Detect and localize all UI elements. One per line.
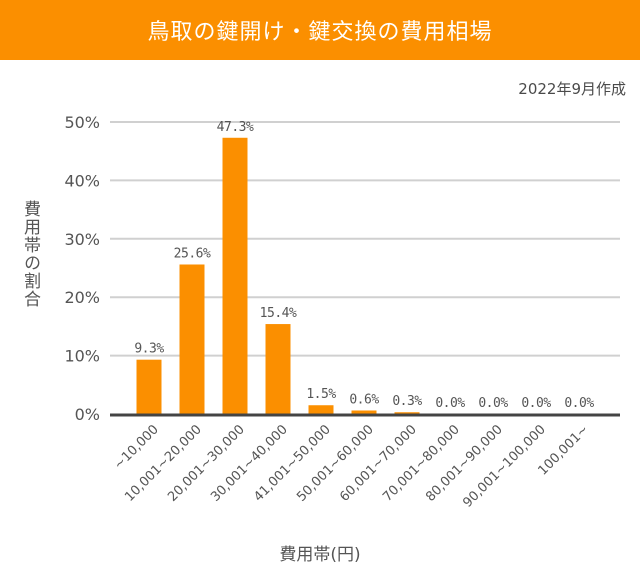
data-label: 1.5%: [306, 387, 336, 402]
x-tick-label: 41,001~50,000: [251, 422, 334, 505]
bar: [222, 137, 248, 414]
x-tick-label: 80,001~90,000: [423, 422, 506, 505]
data-label: 0.0%: [478, 396, 508, 411]
bar: [308, 405, 334, 414]
x-tick-label: 30,001~40,000: [208, 422, 291, 505]
data-label: 0.6%: [349, 392, 379, 407]
data-label: 0.0%: [521, 396, 551, 411]
y-tick-label: 30%: [64, 230, 100, 249]
x-tick-label: 50,001~60,000: [294, 422, 377, 505]
data-label: 47.3%: [217, 120, 254, 135]
data-label: 9.3%: [134, 342, 164, 357]
chart-title: 鳥取の鍵開け・鍵交換の費用相場: [0, 0, 640, 60]
y-tick-label: 10%: [64, 347, 100, 366]
y-tick-label: 50%: [64, 113, 100, 132]
date-note: 2022年9月作成: [518, 80, 626, 98]
data-label: 0.3%: [392, 394, 422, 409]
data-label: 25.6%: [174, 246, 211, 261]
y-axis-label: 費用帯の割合: [20, 200, 40, 308]
data-label: 0.0%: [435, 396, 465, 411]
x-tick-label: 60,001~70,000: [337, 422, 420, 505]
x-tick-label: 90,001~100,000: [460, 422, 548, 510]
bar: [351, 410, 377, 414]
x-tick-label: 70,001~80,000: [380, 422, 463, 505]
bar: [136, 359, 162, 414]
bar: [394, 412, 420, 414]
bar: [265, 324, 291, 414]
y-tick-label: 0%: [75, 405, 100, 424]
y-tick-label: 40%: [64, 171, 100, 190]
x-tick-label: 20,001~30,000: [165, 422, 248, 505]
y-tick-label: 20%: [64, 288, 100, 307]
data-label: 15.4%: [260, 306, 297, 321]
x-tick-label: 10,001~20,000: [122, 422, 205, 505]
bar: [179, 264, 205, 414]
data-label: 0.0%: [564, 396, 594, 411]
x-axis-label: 費用帯(円): [279, 545, 361, 565]
